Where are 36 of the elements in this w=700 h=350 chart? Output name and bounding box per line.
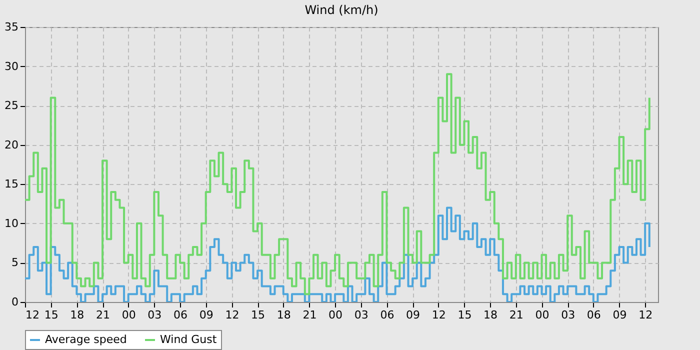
x-tick-label: 06 xyxy=(380,308,394,322)
chart-title: Wind (km/h) xyxy=(304,3,378,17)
x-tick-label: 03 xyxy=(561,308,576,322)
x-tick-label: 00 xyxy=(328,308,343,322)
x-tick-label: 06 xyxy=(174,308,188,322)
y-tick-label: 30 xyxy=(4,60,18,73)
x-tick-label: 03 xyxy=(148,308,162,322)
x-tick-label: 03 xyxy=(354,308,368,322)
y-tick-label: 5 xyxy=(12,256,18,270)
x-tick-label: 15 xyxy=(458,308,472,322)
x-tick-label: 18 xyxy=(484,308,498,322)
x-tick-label: 15 xyxy=(251,308,266,322)
y-tick-label: 15 xyxy=(4,178,18,191)
x-tick-label: 00 xyxy=(535,308,550,322)
x-tick-label: 15 xyxy=(44,308,58,322)
legend-label: Average speed xyxy=(45,333,127,346)
x-tick-label: 09 xyxy=(199,308,214,322)
legend-label: Wind Gust xyxy=(160,333,218,346)
y-tick-label: 10 xyxy=(4,216,18,230)
x-tick-label: 00 xyxy=(122,308,136,322)
x-tick-label: 18 xyxy=(70,308,84,322)
x-tick-label: 12 xyxy=(638,308,653,322)
x-tick-label: 21 xyxy=(302,308,317,322)
x-tick-label: 18 xyxy=(276,308,291,322)
y-tick-label: 35 xyxy=(4,20,18,34)
x-tick-label: 12 xyxy=(26,308,40,322)
x-tick-label: 21 xyxy=(96,308,110,322)
y-tick-label: 20 xyxy=(4,138,18,152)
x-tick-label: 12 xyxy=(432,308,446,322)
x-tick-label: 12 xyxy=(225,308,240,322)
y-tick-label: 0 xyxy=(12,296,18,308)
x-tick-label: 21 xyxy=(509,308,524,322)
x-tick-label: 09 xyxy=(406,308,420,322)
x-tick-label: 09 xyxy=(612,308,627,322)
y-tick-label: 25 xyxy=(4,99,18,112)
x-tick-label: 06 xyxy=(586,308,601,322)
